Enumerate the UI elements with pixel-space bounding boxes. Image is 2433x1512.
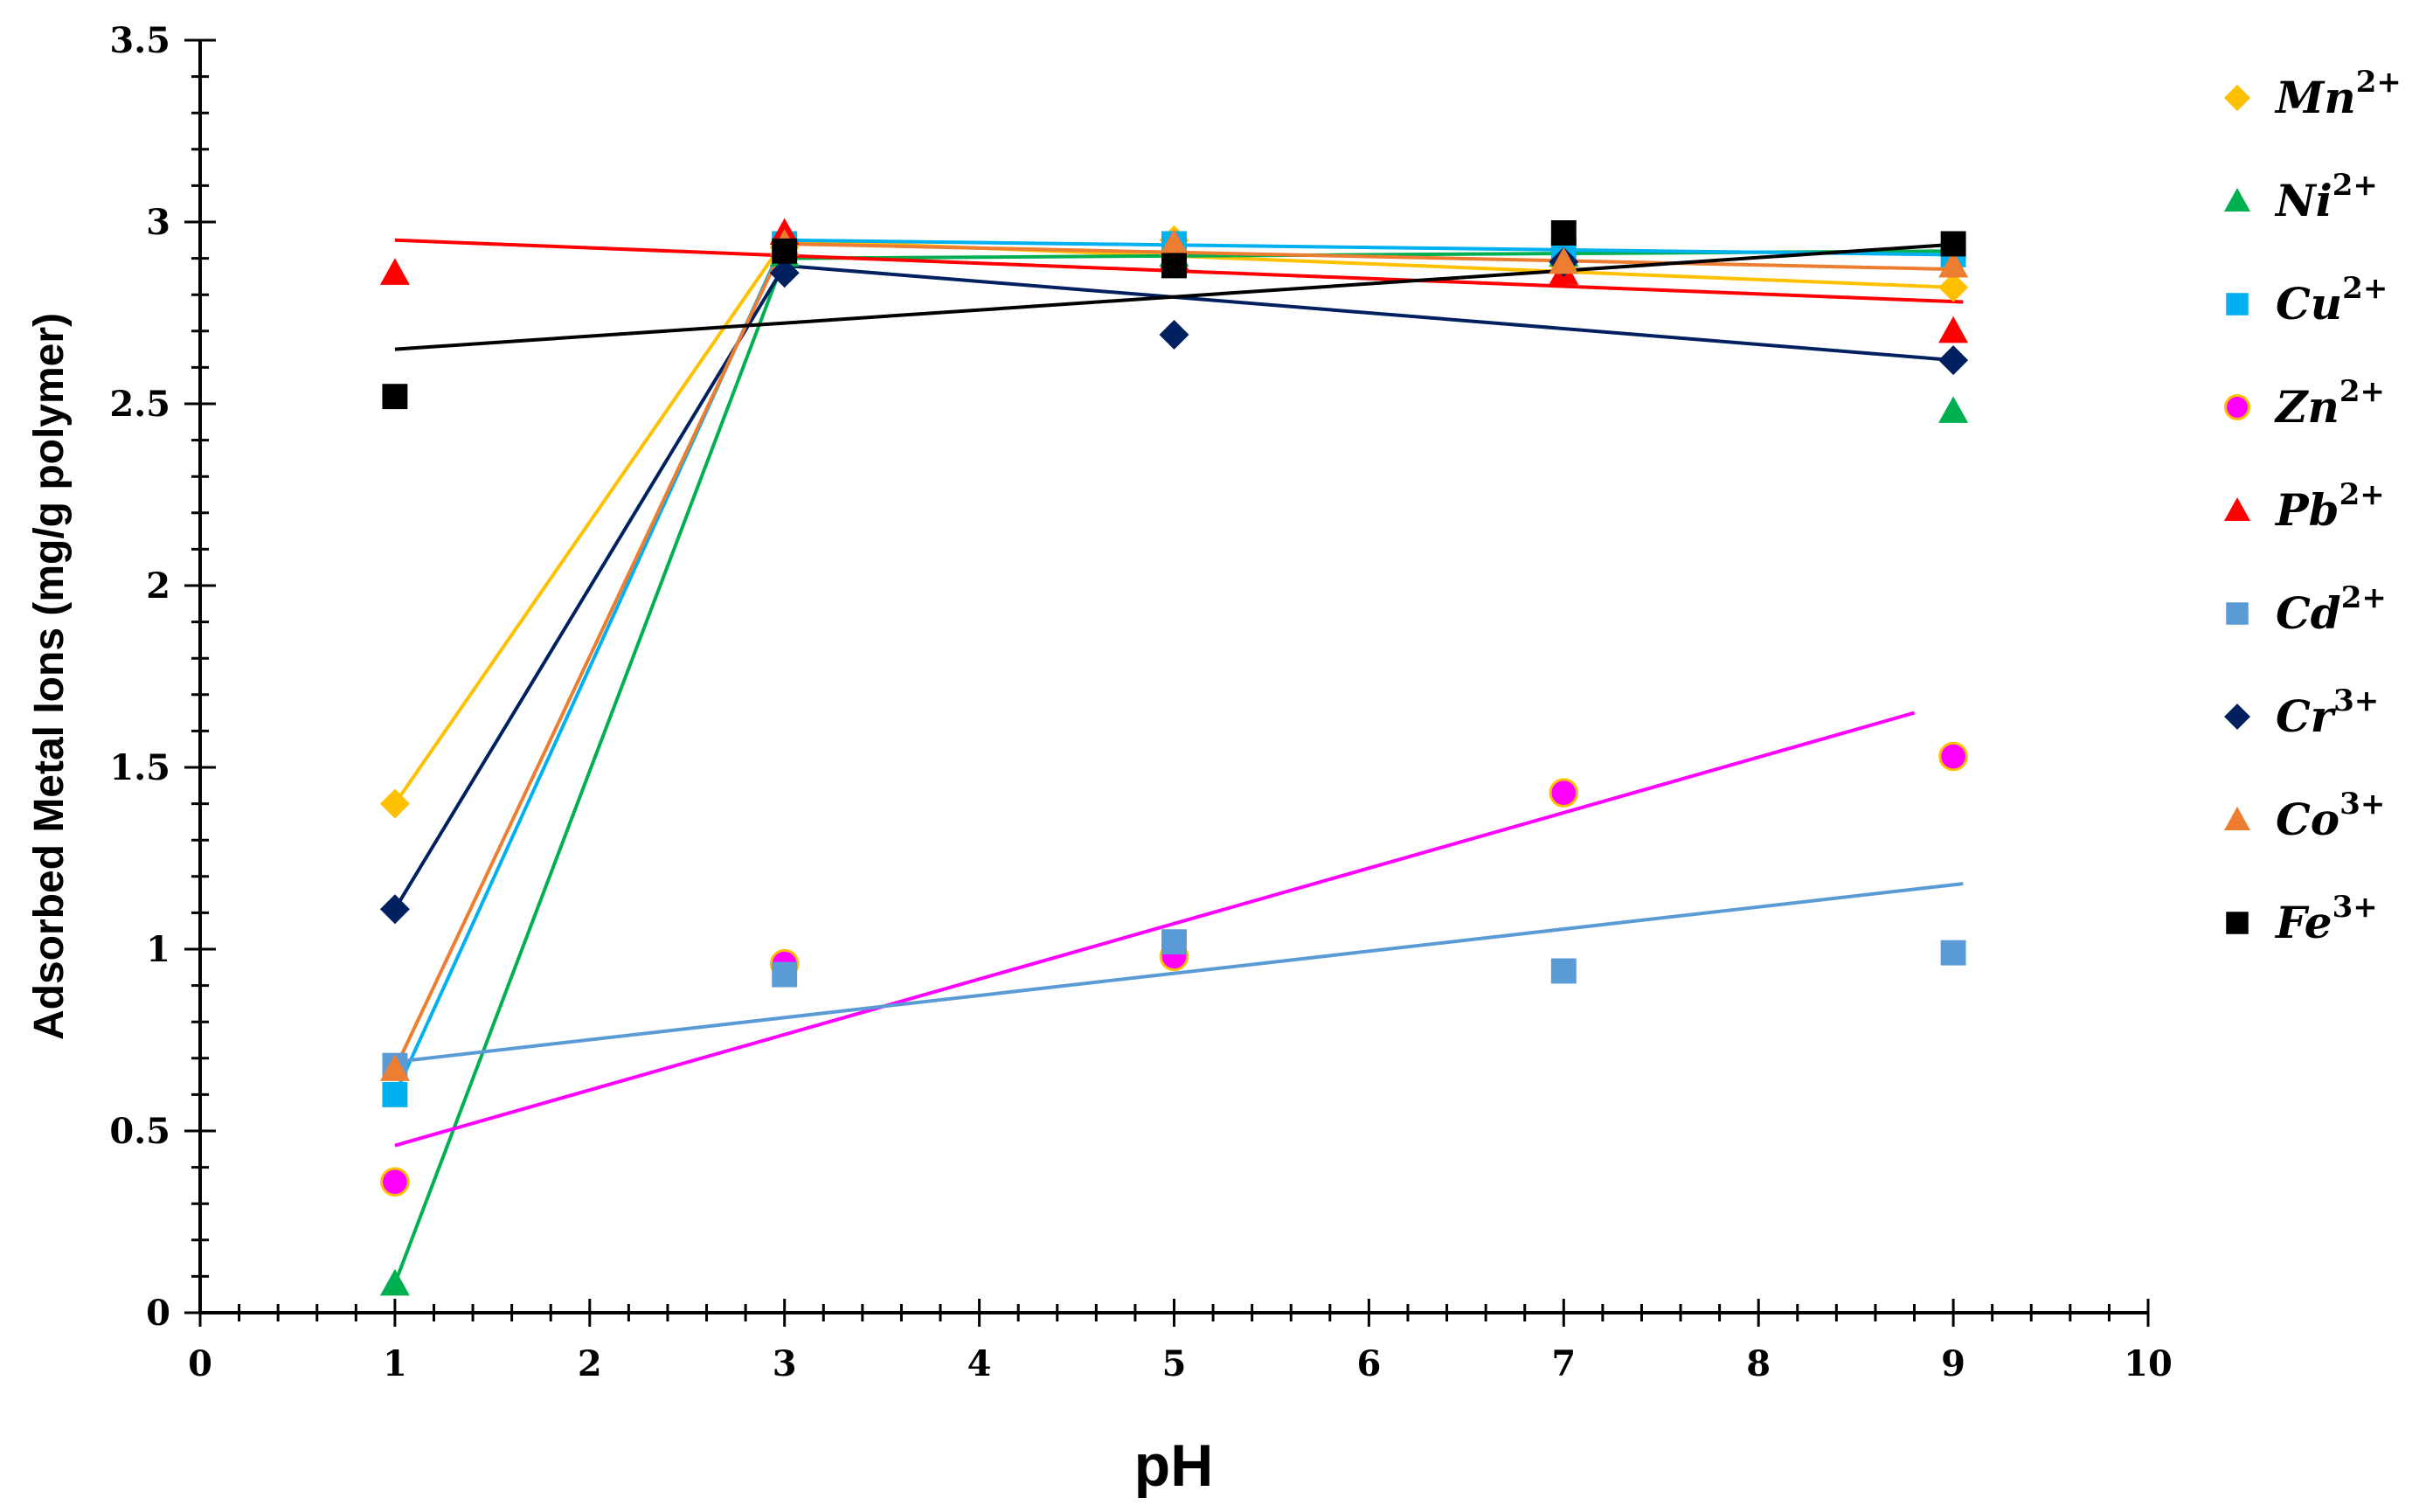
x-tick-label: 6 — [1356, 1343, 1381, 1384]
x-tick-label: 7 — [1551, 1343, 1576, 1384]
data-point-zn — [1938, 741, 1968, 772]
data-point-fe — [1550, 220, 1577, 246]
data-point-cr — [1159, 319, 1189, 350]
y-tick-label: 0.5 — [109, 1111, 170, 1152]
y-tick-label: 2.5 — [109, 384, 170, 425]
y-tick-label: 1 — [146, 929, 170, 970]
legend-label-zn: Zn2+ — [2274, 374, 2385, 433]
y-tick-label: 2 — [146, 565, 170, 607]
x-tick-label: 8 — [1746, 1343, 1771, 1384]
data-point-fe — [772, 238, 798, 264]
data-point-fe — [1161, 253, 1187, 279]
data-point-zn — [380, 1167, 410, 1197]
legend-ion-charge: 2+ — [2332, 168, 2378, 203]
legend-ion-name: Cu — [2276, 278, 2342, 329]
legend-ion-charge: 2+ — [2339, 477, 2385, 512]
y-ticks: 0 0.5 1 1.5 2 2.5 3 3.5 — [109, 20, 216, 1334]
trendline-cd — [394, 882, 1964, 1064]
legend-ion-name: Pb — [2274, 484, 2339, 536]
data-point-fe — [1940, 231, 1966, 257]
x-tick-label: 1 — [383, 1343, 407, 1384]
trendline-zn — [394, 711, 1916, 1148]
data-markers — [379, 218, 1969, 1296]
y-axis-title: Adsorbed Metal Ions (mg/g polymer) — [26, 313, 73, 1040]
y-tick-label: 3.5 — [109, 20, 170, 61]
legend-ion-charge: 2+ — [2342, 271, 2388, 306]
legend-marker-pb — [2224, 497, 2250, 521]
x-tick-label: 4 — [967, 1343, 992, 1384]
legend-label-ni: Ni2+ — [2274, 168, 2378, 226]
data-point-co — [379, 1054, 410, 1081]
legend-label-cr: Cr3+ — [2276, 683, 2379, 742]
data-point-mn — [379, 788, 410, 819]
legend-marker-zn — [2224, 394, 2250, 420]
legend-ion-charge: 2+ — [2339, 374, 2385, 409]
legend-label-pb: Pb2+ — [2274, 477, 2385, 536]
legend-ion-charge: 2+ — [2341, 580, 2387, 615]
data-point-pb — [379, 258, 410, 285]
y-tick-label: 1.5 — [109, 747, 170, 788]
data-point-cd — [1940, 940, 1966, 966]
data-point-cd — [1550, 958, 1577, 984]
legend-ion-charge: 3+ — [2339, 787, 2385, 822]
legend-ion-name: Cd — [2276, 587, 2341, 639]
x-tick-label: 0 — [188, 1343, 212, 1384]
legend-ion-name: Cr — [2276, 690, 2337, 742]
legend-label-cu: Cu2+ — [2276, 271, 2388, 329]
legend-marker-ni — [2224, 188, 2250, 212]
legend-ion-name: Zn — [2274, 381, 2339, 433]
legend-ion-name: Co — [2276, 794, 2339, 845]
x-tick-label: 5 — [1162, 1343, 1187, 1384]
legend-marker-mn — [2224, 85, 2250, 111]
legend-marker-fe — [2226, 912, 2249, 934]
data-point-co — [1938, 250, 1969, 278]
data-point-cu — [382, 1081, 408, 1107]
data-point-zn — [1549, 778, 1579, 808]
legend-marker-cu — [2226, 293, 2249, 316]
legend-label-fe: Fe3+ — [2274, 890, 2378, 948]
x-ticks: 0 1 2 3 4 5 6 7 8 9 10 — [188, 1299, 2173, 1384]
data-point-co — [1159, 228, 1189, 256]
data-point-cr — [379, 894, 410, 925]
legend-marker-co — [2224, 807, 2250, 830]
legend-ion-name: Ni — [2274, 175, 2332, 226]
y-tick-label: 3 — [146, 202, 170, 243]
legend: Mn2+Ni2+Cu2+Zn2+Pb2+Cd2+Cr3+Co3+Fe3+ — [2224, 65, 2402, 948]
data-point-cd — [772, 961, 798, 988]
legend-ion-charge: 3+ — [2333, 683, 2379, 718]
x-tick-label: 3 — [773, 1343, 797, 1384]
data-point-pb — [1938, 316, 1969, 343]
x-tick-label: 9 — [1941, 1343, 1965, 1384]
data-point-mn — [1938, 272, 1969, 302]
data-point-ni — [1938, 396, 1969, 423]
x-axis-title: pH — [1134, 1432, 1214, 1499]
data-point-ni — [379, 1268, 410, 1296]
data-point-cr — [769, 258, 800, 288]
data-point-fe — [382, 384, 408, 410]
legend-ion-charge: 3+ — [2332, 890, 2378, 925]
data-point-co — [1549, 246, 1579, 274]
legend-ion-charge: 2+ — [2356, 65, 2402, 100]
legend-label-cd: Cd2+ — [2276, 580, 2387, 639]
x-tick-label: 10 — [2124, 1343, 2173, 1384]
y-tick-label: 0 — [146, 1293, 170, 1334]
data-point-cr — [1938, 345, 1969, 376]
x-tick-label: 2 — [578, 1343, 602, 1384]
legend-ion-name: Mn — [2274, 72, 2356, 123]
legend-ion-name: Fe — [2274, 897, 2332, 948]
legend-marker-cd — [2226, 602, 2249, 625]
legend-label-mn: Mn2+ — [2274, 65, 2402, 123]
legend-marker-cr — [2224, 704, 2250, 730]
data-point-cd — [1161, 929, 1187, 955]
trendline-fe — [394, 241, 1964, 351]
legend-label-co: Co3+ — [2276, 787, 2385, 845]
